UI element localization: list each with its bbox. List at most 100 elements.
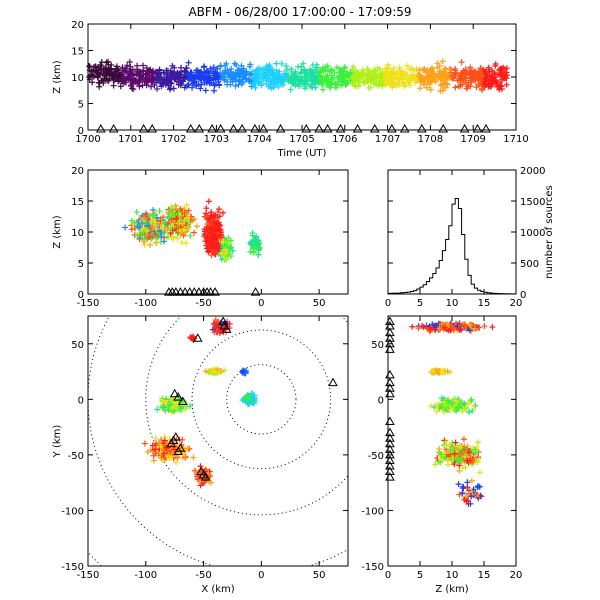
plan-triangle [192,333,203,342]
time-height-source-point [129,67,136,74]
z-y-source-point [460,436,467,443]
time-height-source-point [395,67,402,74]
x-z-y-tick-label: 5 [78,259,84,270]
plan-source-point [179,436,186,443]
z-y-source-point [460,321,467,328]
plan-source-point [173,459,180,466]
time-height-source-point [86,67,93,74]
z-y-source-point [452,439,459,446]
plan-source-point [157,443,164,450]
time-height-source-point [308,81,315,88]
z-y-x-tick-label: 0 [385,570,391,581]
x-z-source-point [216,222,223,229]
x-z-y-tick-label: 10 [71,228,84,239]
plan-triangle [170,432,181,441]
x-z-x-tick-label: 0 [258,298,264,309]
x-z-source-point [170,235,177,242]
time-height-source-point [392,71,399,78]
time-height-source-point [224,67,231,74]
time-height-source-point [117,75,124,82]
x-z-source-point [205,198,212,205]
plan-x-tick-label: 0 [258,570,264,581]
plan-source-point [173,404,180,411]
z-y-source-point [466,321,473,328]
time-height-x-tick-label: 1700 [75,134,100,145]
plan-source-point [149,442,156,449]
plan-source-point [213,322,220,329]
z-y-source-point [457,400,464,407]
plan-source-point [239,369,246,376]
x-z-source-point [157,217,164,224]
time-height-source-point [156,71,163,78]
plan-frame [87,315,349,567]
z-y-source-point [464,443,471,450]
time-height-source-point [378,77,385,84]
time-height-x-tick-label: 1703 [204,134,229,145]
x-z-source-point [216,206,223,213]
time-height-source-point [123,68,130,75]
time-height-triangle [258,123,269,133]
time-height-source-point [279,77,286,84]
time-height-source-point [259,66,266,73]
time-height-source-point [308,71,315,78]
time-height-source-point [112,71,119,78]
time-height-source-point [327,84,334,91]
x-z-source-point [185,207,192,214]
x-z-source-point [147,212,154,219]
time-height-source-point [436,68,443,75]
plan-range-ring [191,329,332,470]
plan-source-point [182,406,189,413]
z-y-source-point [456,467,463,474]
time-height-source-point [220,74,227,81]
x-z-source-point [173,225,180,232]
time-height-triangle [314,123,324,133]
time-height-source-point [334,64,341,71]
x-z-source-point [208,209,215,216]
time-height-source-point [183,65,190,72]
x-z-source-point [209,217,216,224]
time-height-source-point [151,82,158,89]
x-z-source-point [176,216,183,223]
x-z-source-point [221,253,228,260]
time-height-source-point [503,75,510,81]
plan-source-point [157,449,164,456]
z-y-source-point [429,368,436,375]
time-height-source-point [319,81,326,88]
time-height-source-point [249,68,256,75]
plan-source-point [184,402,191,409]
time-height-source-point [124,62,131,69]
time-height-source-point [488,83,495,90]
time-height-source-point [263,63,270,70]
time-height-source-point [482,70,489,77]
time-height-source-point [452,84,459,91]
time-height-source-point [160,69,167,76]
time-height-source-point [232,73,239,80]
z-y-x-tick-label: 10 [446,570,459,581]
time-height-source-point [143,65,150,72]
time-height-source-point [130,75,137,82]
x-z-source-point [227,237,234,244]
z-y-triangle [385,466,395,476]
x-z-source-point [133,209,140,216]
z-y-triangle [385,449,395,459]
time-height-x-tick-label: 1701 [118,134,143,145]
time-height-source-point [322,64,329,71]
time-height-source-point [472,77,479,84]
z-y-source-point [455,404,462,411]
z-y-triangle [385,333,395,342]
histogram-x-tick-label: 20 [510,298,523,309]
plan-source-point [190,454,197,461]
z-y-y-tick-label: -50 [368,451,384,462]
time-height-source-point [236,77,243,84]
x-z-triangle [184,287,195,296]
x-z-source-point [214,209,221,216]
time-height-triangle [147,123,158,133]
time-height-source-point [284,66,291,73]
time-height-source-point [346,71,353,78]
time-height-source-point [224,73,231,80]
x-z-triangle [180,287,190,296]
time-height-source-point [373,72,380,79]
z-y-source-point [461,496,468,503]
x-z-source-point [177,205,184,212]
